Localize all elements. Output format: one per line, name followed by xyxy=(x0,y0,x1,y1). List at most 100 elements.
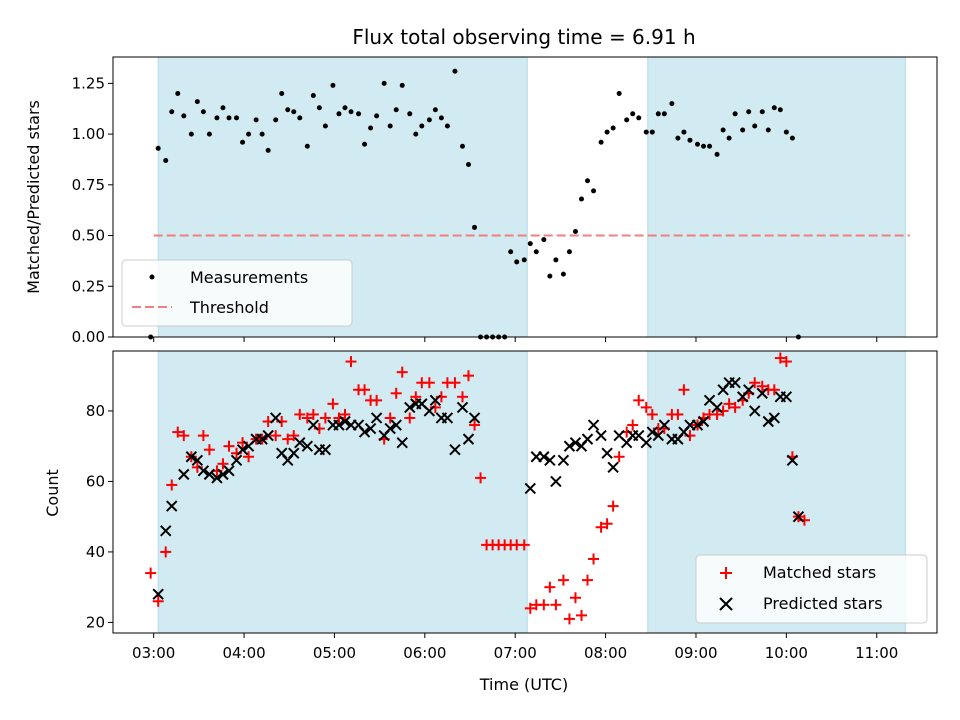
measurement-point xyxy=(234,115,240,121)
measurement-point xyxy=(598,139,604,145)
count-y-tick-label: 40 xyxy=(86,543,105,561)
matched-star-point xyxy=(463,370,475,382)
measurement-point xyxy=(771,105,777,111)
measurement-point xyxy=(426,117,432,123)
measurement-point xyxy=(566,249,572,255)
measurement-point xyxy=(194,99,200,105)
predicted-star-point xyxy=(191,454,204,466)
measurement-point xyxy=(444,123,450,129)
measurement-point xyxy=(541,237,547,243)
ratio-y-tick-label: 0.75 xyxy=(72,176,105,194)
legend-predicted-marker xyxy=(719,597,733,611)
measurement-point xyxy=(432,107,438,113)
measurement-point xyxy=(521,257,527,263)
matched-star-point xyxy=(178,430,190,442)
measurement-point xyxy=(572,228,578,234)
matched-star-point xyxy=(243,451,255,463)
predicted-star-point xyxy=(658,419,671,431)
predicted-star-point xyxy=(524,482,536,495)
measurement-point xyxy=(701,143,707,149)
legend-threshold-label: Threshold xyxy=(189,298,269,317)
matched-star-point xyxy=(469,419,481,431)
measurement-point xyxy=(655,111,661,117)
predicted-star-point xyxy=(256,433,268,445)
predicted-star-point xyxy=(203,468,216,481)
matched-star-point xyxy=(203,444,215,456)
matched-star-point xyxy=(371,394,383,406)
predicted-star-point xyxy=(449,443,461,456)
matched-star-point xyxy=(288,430,300,442)
matched-star-point xyxy=(307,408,319,420)
predicted-star-point xyxy=(396,436,408,449)
predicted-star-point xyxy=(390,419,402,431)
ratio-y-tick-label: 0.00 xyxy=(72,328,105,346)
matched-star-point xyxy=(359,384,371,396)
predicted-star-point xyxy=(197,465,210,477)
predicted-star-point xyxy=(423,405,436,417)
predicted-star-point xyxy=(792,510,805,523)
measurement-point xyxy=(220,105,226,111)
matched-star-point xyxy=(345,356,357,368)
x-tick-label: 06:00 xyxy=(403,644,446,662)
measurement-point xyxy=(459,143,465,149)
predicted-star-point xyxy=(358,426,371,438)
measurement-point xyxy=(591,188,597,194)
measurement-point xyxy=(675,135,681,141)
matched-star-point xyxy=(563,613,575,625)
measurement-point xyxy=(649,129,655,135)
measurement-point xyxy=(752,123,758,129)
predicted-star-point xyxy=(404,401,416,414)
predicted-star-point xyxy=(569,436,582,449)
matched-star-point xyxy=(339,408,351,420)
predicted-star-point xyxy=(601,447,613,459)
predicted-star-point xyxy=(563,440,576,452)
predicted-star-point xyxy=(691,419,704,431)
matched-star-point xyxy=(780,356,792,368)
matched-star-point xyxy=(729,401,741,413)
matched-star-point xyxy=(557,574,569,586)
matched-star-point xyxy=(601,518,613,530)
ratio-y-axis-label: Matched/Predicted stars xyxy=(24,100,43,294)
predicted-star-point xyxy=(468,412,481,424)
predicted-star-point xyxy=(697,415,710,428)
predicted-star-point xyxy=(729,377,741,389)
observing-interval-1 xyxy=(157,350,528,634)
x-tick-label: 07:00 xyxy=(494,644,537,662)
ratio-legend: Measurements Threshold xyxy=(121,259,353,327)
measurement-point xyxy=(616,91,622,97)
x-tick-label: 10:00 xyxy=(765,644,808,662)
measurement-point xyxy=(387,123,393,129)
measurement-point xyxy=(330,82,336,88)
measurement-point xyxy=(316,105,322,111)
measurement-point xyxy=(732,111,738,117)
matched-star-point xyxy=(774,352,786,364)
measurement-point xyxy=(726,135,732,141)
measurement-point xyxy=(438,115,444,121)
matched-star-point xyxy=(217,458,229,470)
matched-star-point xyxy=(301,412,313,424)
measurement-point xyxy=(214,115,220,121)
measurement-point xyxy=(246,131,252,137)
matched-star-point xyxy=(384,412,396,424)
measurement-point xyxy=(636,115,642,121)
matched-star-point xyxy=(595,521,607,533)
observing-interval-2 xyxy=(647,56,906,338)
matched-star-point xyxy=(294,408,306,420)
measurement-point xyxy=(687,137,693,143)
measurement-point xyxy=(155,145,161,151)
legend-predicted-label: Predicted stars xyxy=(763,594,883,613)
measurement-point xyxy=(765,127,771,133)
matched-star-point xyxy=(640,401,652,413)
measurement-point xyxy=(181,113,187,119)
predicted-star-point xyxy=(152,588,164,600)
measurement-point xyxy=(175,91,181,97)
measurement-point xyxy=(681,129,687,135)
matched-star-point xyxy=(544,581,556,593)
matched-star-point xyxy=(646,408,658,420)
matched-star-point xyxy=(327,398,339,410)
predicted-star-point xyxy=(211,472,223,484)
x-axis-label: Time (UTC) xyxy=(479,675,568,694)
matched-star-point xyxy=(607,500,619,512)
predicted-star-point xyxy=(223,465,235,477)
